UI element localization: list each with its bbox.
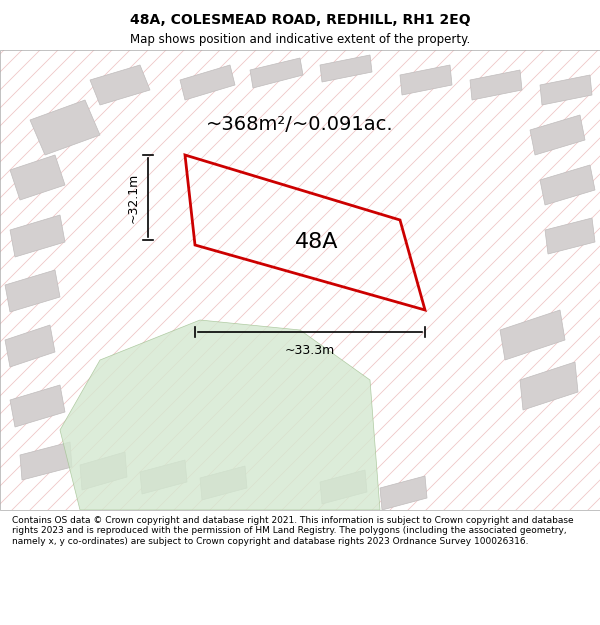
Polygon shape [320, 55, 372, 82]
Polygon shape [540, 75, 592, 105]
Polygon shape [520, 362, 578, 410]
Polygon shape [20, 442, 72, 480]
Polygon shape [140, 460, 187, 494]
Polygon shape [250, 58, 303, 88]
Polygon shape [10, 155, 65, 200]
Polygon shape [530, 115, 585, 155]
Polygon shape [540, 165, 595, 205]
Polygon shape [5, 325, 55, 367]
Polygon shape [545, 218, 595, 254]
Polygon shape [400, 65, 452, 95]
Text: ~33.3m: ~33.3m [285, 344, 335, 356]
Text: ~32.1m: ~32.1m [127, 173, 139, 222]
Text: ~368m²/~0.091ac.: ~368m²/~0.091ac. [206, 116, 394, 134]
Polygon shape [30, 100, 100, 155]
Polygon shape [60, 320, 380, 510]
Polygon shape [180, 65, 235, 100]
Polygon shape [5, 270, 60, 312]
Polygon shape [380, 476, 427, 510]
Polygon shape [10, 385, 65, 427]
Polygon shape [80, 452, 127, 490]
Polygon shape [10, 215, 65, 257]
Text: 48A: 48A [295, 232, 338, 253]
Text: Map shows position and indicative extent of the property.: Map shows position and indicative extent… [130, 32, 470, 46]
Polygon shape [470, 70, 522, 100]
Polygon shape [320, 470, 367, 504]
Polygon shape [500, 310, 565, 360]
Polygon shape [200, 466, 247, 500]
Text: Contains OS data © Crown copyright and database right 2021. This information is : Contains OS data © Crown copyright and d… [12, 516, 574, 546]
Polygon shape [90, 65, 150, 105]
Text: 48A, COLESMEAD ROAD, REDHILL, RH1 2EQ: 48A, COLESMEAD ROAD, REDHILL, RH1 2EQ [130, 12, 470, 26]
